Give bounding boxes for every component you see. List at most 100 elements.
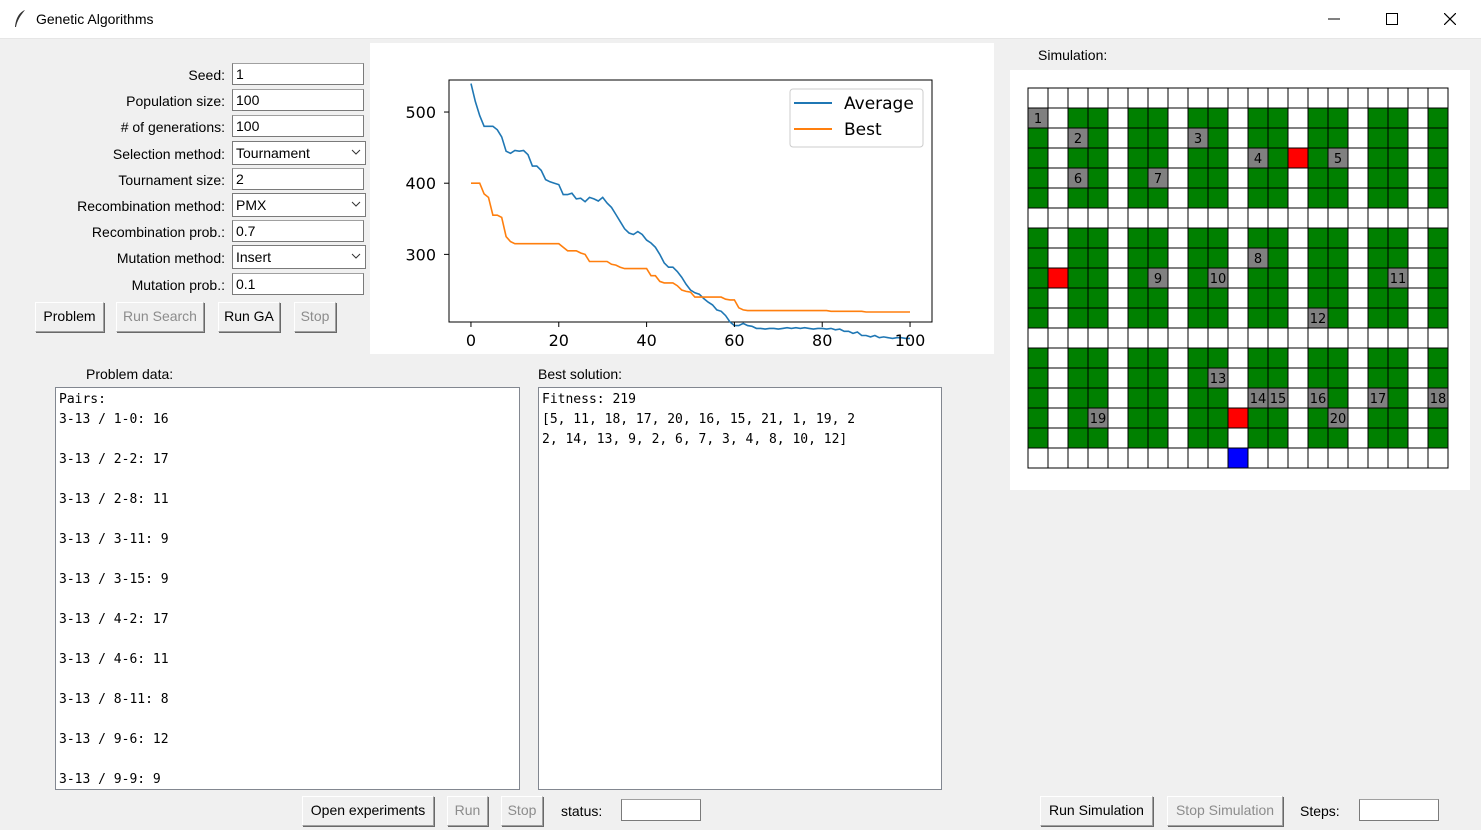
floor-cell xyxy=(1287,207,1309,229)
population-size-label: Population size: xyxy=(126,93,225,110)
steps-field[interactable] xyxy=(1359,799,1439,821)
floor-cell xyxy=(1287,127,1309,149)
status-field[interactable] xyxy=(621,799,701,821)
shelf-cell xyxy=(1127,427,1149,449)
shelf-cell xyxy=(1327,107,1349,129)
shelf-cell xyxy=(1247,307,1269,329)
shelf-cell xyxy=(1247,127,1269,149)
feather-icon xyxy=(15,10,25,27)
recombination-method-select[interactable]: PMX xyxy=(232,193,366,217)
close-button[interactable] xyxy=(1421,0,1479,38)
product-label: 19 xyxy=(1090,412,1107,427)
floor-cell xyxy=(1247,207,1269,229)
floor-cell xyxy=(1267,207,1289,229)
floor-cell xyxy=(1127,447,1149,469)
shelf-cell xyxy=(1267,407,1289,429)
maximize-button[interactable] xyxy=(1363,0,1421,38)
run-experiments-button[interactable]: Run xyxy=(447,796,488,826)
mutation-method-select[interactable]: Insert xyxy=(232,245,366,270)
product-label: 4 xyxy=(1254,152,1262,167)
selection-method-select[interactable]: Tournament xyxy=(232,140,366,165)
shelf-cell xyxy=(1127,387,1149,409)
of-generations-field[interactable]: 100 xyxy=(232,115,364,138)
shelf-cell xyxy=(1247,187,1269,209)
shelf-cell xyxy=(1027,427,1049,449)
floor-cell xyxy=(1127,87,1149,109)
shelf-cell xyxy=(1187,427,1209,449)
problem-data-label: Problem data: xyxy=(86,366,174,382)
floor-cell xyxy=(1407,127,1429,149)
shelf-cell xyxy=(1027,347,1049,369)
run-search-button[interactable]: Run Search xyxy=(116,302,204,332)
floor-cell xyxy=(1407,287,1429,309)
run-simulation-button[interactable]: Run Simulation xyxy=(1040,796,1153,826)
seed-label: Seed: xyxy=(188,67,225,83)
floor-cell xyxy=(1347,407,1369,429)
product-label: 14 xyxy=(1250,392,1267,407)
problem-button[interactable]: Problem xyxy=(35,302,104,332)
floor-cell xyxy=(1287,427,1309,449)
floor-cell xyxy=(1407,407,1429,429)
open-experiments-button[interactable]: Open experiments xyxy=(302,796,434,826)
floor-cell xyxy=(1227,107,1249,129)
floor-cell xyxy=(1087,207,1109,229)
shelf-cell xyxy=(1267,167,1289,189)
floor-cell xyxy=(1407,207,1429,229)
floor-cell xyxy=(1027,87,1049,109)
shelf-cell xyxy=(1367,307,1389,329)
shelf-cell xyxy=(1267,307,1289,329)
floor-cell xyxy=(1107,207,1129,229)
shelf-cell xyxy=(1327,167,1349,189)
shelf-cell xyxy=(1367,107,1389,129)
population-size-field[interactable]: 100 xyxy=(232,89,364,112)
floor-cell xyxy=(1287,187,1309,209)
tournament-size-field[interactable]: 2 xyxy=(232,167,364,190)
floor-cell xyxy=(1287,107,1309,129)
product-label: 11 xyxy=(1390,272,1407,287)
shelf-cell xyxy=(1267,187,1289,209)
shelf-cell xyxy=(1067,427,1089,449)
floor-cell xyxy=(1167,427,1189,449)
floor-cell xyxy=(1047,367,1069,389)
x-tick-label: 0 xyxy=(466,331,476,350)
shelf-cell xyxy=(1387,347,1409,369)
floor-cell xyxy=(1167,347,1189,369)
shelf-cell xyxy=(1127,367,1149,389)
shelf-cell xyxy=(1367,167,1389,189)
problem-data-text[interactable]: Pairs: 3-13 / 1-0: 16 3-13 / 2-2: 17 3-1… xyxy=(55,387,520,790)
floor-cell xyxy=(1347,247,1369,269)
shelf-cell xyxy=(1267,287,1289,309)
stop-ga-button[interactable]: Stop xyxy=(294,302,336,332)
floor-cell xyxy=(1167,167,1189,189)
product-label: 13 xyxy=(1210,372,1227,387)
shelf-cell xyxy=(1387,247,1409,269)
stop-experiments-button[interactable]: Stop xyxy=(501,796,543,826)
shelf-cell xyxy=(1087,367,1109,389)
shelf-cell xyxy=(1147,407,1169,429)
fitness-plot-panel: 0 20 40 60 80 100 300 400 500 Average Best xyxy=(370,43,994,354)
shelf-cell xyxy=(1187,147,1209,169)
run-ga-button[interactable]: Run GA xyxy=(218,302,280,332)
of-generations-label: # of generations: xyxy=(120,119,225,136)
shelf-cell xyxy=(1027,367,1049,389)
shelf-cell xyxy=(1147,107,1169,129)
shelf-cell xyxy=(1427,367,1449,389)
floor-cell xyxy=(1427,327,1449,349)
floor-cell xyxy=(1347,307,1369,329)
recombination-prob-field[interactable]: 0.7 xyxy=(232,220,364,243)
shelf-cell xyxy=(1427,127,1449,149)
shelf-cell xyxy=(1387,167,1409,189)
stop-simulation-button[interactable]: Stop Simulation xyxy=(1167,796,1283,826)
mutation-prob-field[interactable]: 0.1 xyxy=(232,272,364,295)
shelf-cell xyxy=(1327,367,1349,389)
y-tick-label: 500 xyxy=(405,103,436,122)
shelf-cell xyxy=(1127,347,1149,369)
best-solution-text[interactable]: Fitness: 219 [5, 11, 18, 17, 20, 16, 15,… xyxy=(538,387,942,790)
seed-field[interactable]: 1 xyxy=(232,63,364,85)
shelf-cell xyxy=(1307,347,1329,369)
minimize-button[interactable] xyxy=(1305,0,1363,38)
floor-cell xyxy=(1227,227,1249,249)
shelf-cell xyxy=(1427,267,1449,289)
shelf-cell xyxy=(1327,247,1349,269)
